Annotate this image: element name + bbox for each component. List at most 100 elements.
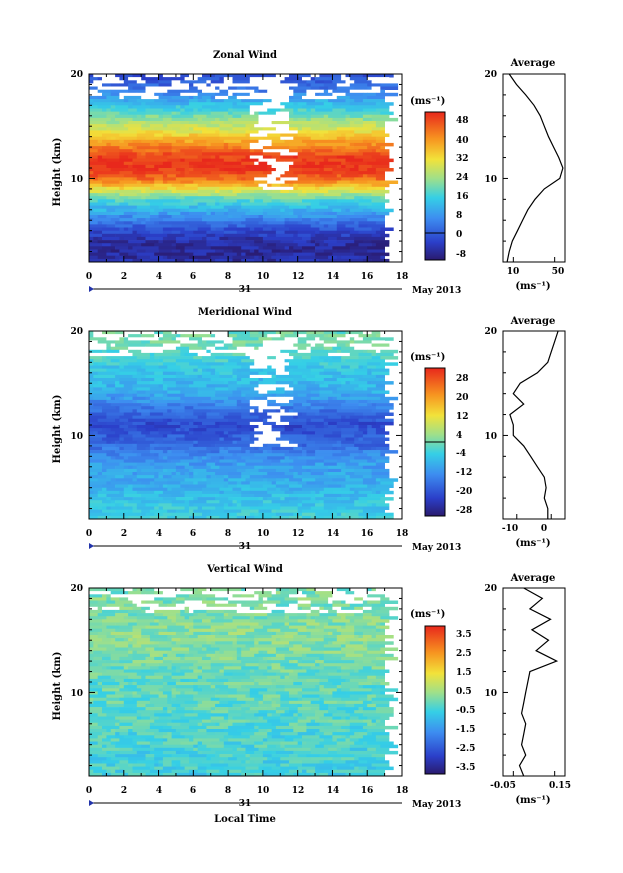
heatmap-cell	[119, 512, 138, 517]
heatmap-cell	[136, 678, 151, 683]
heatmap-cell	[241, 393, 246, 398]
heatmap-cell	[367, 694, 377, 698]
heatmap-cell	[154, 406, 168, 410]
heatmap-cell	[284, 631, 298, 636]
heatmap-cell	[345, 622, 364, 626]
heatmap-cell	[262, 252, 268, 257]
heatmap-cell	[275, 387, 285, 391]
heatmap-cell	[267, 161, 285, 166]
heatmap-cell	[310, 136, 329, 141]
heatmap-cell	[297, 337, 316, 341]
heatmap-cell	[275, 647, 290, 651]
heatmap-cell	[262, 387, 277, 391]
heatmap-cell	[271, 628, 281, 633]
colorbar-label: 32	[456, 154, 469, 164]
heatmap-cell	[289, 700, 294, 705]
heatmap-cell	[132, 421, 138, 426]
heatmap-cell	[158, 240, 164, 244]
heatmap-cell	[341, 644, 346, 648]
heatmap-cell	[197, 685, 212, 689]
heatmap-cell	[302, 359, 320, 363]
heatmap-cell	[136, 146, 151, 150]
heatmap-cell	[202, 421, 216, 426]
heatmap-cell	[328, 421, 338, 426]
heatmap-cell	[280, 431, 285, 435]
heatmap-cell	[154, 399, 168, 404]
heatmap-cell	[232, 500, 238, 504]
heatmap-cell	[106, 164, 116, 169]
heatmap-cell	[345, 729, 351, 733]
heatmap-cell	[271, 440, 290, 445]
heatmap-cell	[162, 468, 168, 473]
heatmap-cell	[128, 243, 138, 247]
heatmap-cell	[289, 440, 294, 445]
heatmap-cell	[162, 707, 168, 711]
heatmap-cell	[97, 682, 103, 686]
heatmap-cell	[219, 378, 238, 382]
heatmap-cell	[219, 669, 225, 673]
heatmap-cell	[275, 744, 281, 749]
heatmap-cell	[332, 168, 351, 172]
heatmap-cell	[123, 638, 129, 642]
heatmap-cell	[106, 647, 116, 651]
heatmap-cell	[89, 331, 94, 335]
heatmap-cell	[154, 641, 159, 645]
heatmap-cell	[102, 349, 107, 354]
heatmap-cell	[267, 396, 285, 401]
heatmap-cell	[319, 86, 329, 90]
heatmap-cell	[310, 403, 325, 407]
heatmap-cell	[241, 625, 246, 630]
heatmap-cell	[358, 224, 368, 228]
heatmap-cell	[380, 92, 399, 97]
heatmap-cell	[254, 95, 268, 100]
heatmap-cell	[154, 609, 164, 614]
heatmap-cell	[280, 663, 285, 667]
heatmap-cell	[267, 735, 272, 739]
heatmap-cell	[375, 349, 381, 354]
heatmap-cell	[249, 111, 255, 116]
heatmap-cell	[89, 497, 107, 501]
heatmap-cell	[232, 105, 251, 109]
heatmap-cell	[171, 224, 190, 228]
heatmap-cell	[354, 591, 368, 595]
heatmap-cell	[249, 694, 264, 698]
heatmap-cell	[202, 356, 212, 360]
heatmap-cell	[380, 497, 394, 501]
heatmap-cell	[193, 669, 203, 673]
heatmap-cell	[232, 635, 238, 639]
heatmap-cell	[119, 396, 125, 401]
heatmap-cell	[119, 186, 125, 191]
heatmap-cell	[310, 600, 329, 604]
heatmap-cell	[158, 74, 164, 78]
heatmap-cell	[110, 83, 120, 87]
heatmap-cell	[375, 685, 381, 689]
heatmap-cell	[136, 80, 146, 84]
heatmap-cell	[197, 77, 212, 81]
heatmap-cell	[119, 95, 125, 100]
heatmap-cell	[158, 196, 164, 200]
heatmap-cell	[89, 152, 107, 156]
heatmap-cell	[315, 174, 320, 178]
heatmap-cell	[89, 356, 103, 360]
heatmap-cell	[132, 722, 151, 727]
heatmap-cell	[367, 215, 381, 219]
heatmap-cell	[180, 403, 199, 407]
heatmap-cell	[123, 666, 129, 670]
heatmap-cell	[275, 484, 290, 488]
heatmap-cell	[332, 149, 342, 153]
heatmap-cell	[241, 334, 251, 338]
heatmap-cell	[267, 738, 285, 742]
heatmap-cell	[267, 186, 277, 191]
heatmap-cell	[341, 625, 346, 630]
heatmap-cell	[249, 199, 255, 203]
heatmap-cell	[336, 497, 351, 501]
heatmap-cell	[336, 503, 346, 507]
heatmap-cell	[262, 619, 281, 623]
heatmap-cell	[302, 218, 312, 222]
heatmap-cell	[115, 352, 133, 357]
heatmap-cell	[132, 384, 142, 388]
heatmap-cell	[380, 597, 390, 601]
heatmap-cell	[289, 647, 294, 651]
heatmap-cell	[336, 506, 346, 510]
heatmap-cell	[193, 682, 212, 686]
